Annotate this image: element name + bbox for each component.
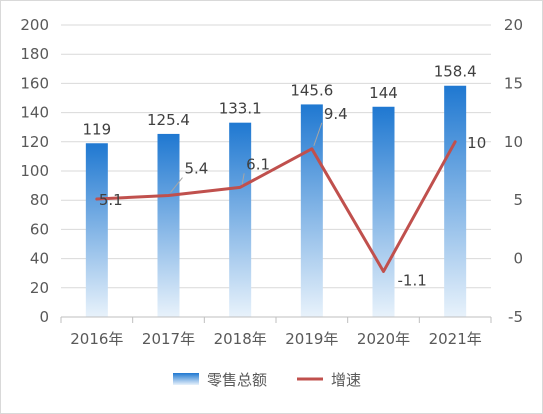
legend: 零售总额 增速 [173,371,361,389]
left-tick-label: 180 [20,45,49,63]
x-tick-label: 2018年 [214,330,267,348]
right-axis: -5 0 5 10 15 20 [504,16,523,326]
bar-value-label: 158.4 [434,63,477,81]
bar [300,104,323,317]
bar [444,85,467,318]
line-value-label: 10 [467,134,486,152]
bar-value-label: 144 [369,84,398,102]
left-tick-label: 80 [30,191,49,209]
x-tick-label: 2019年 [285,330,338,348]
left-tick-label: 60 [30,220,49,238]
label-leader-line [170,177,183,193]
label-leader-lines [170,122,323,193]
line-value-label: 6.1 [246,155,270,173]
gridlines [61,24,491,289]
left-tick-label: 0 [39,308,49,326]
left-axis: 0 20 40 60 80 100 120 140 160 180 200 [20,16,49,326]
legend-bar-label: 零售总额 [207,371,267,389]
left-tick-label: 100 [20,162,49,180]
bar [85,143,108,317]
x-tick-label: 2016年 [70,330,123,348]
legend-bar-swatch [173,373,199,385]
left-tick-label: 40 [30,250,49,268]
right-tick-label: -5 [508,308,523,326]
legend-line-label: 增速 [331,371,361,389]
x-tick-label: 2017年 [142,330,195,348]
left-tick-label: 200 [20,16,49,34]
left-tick-label: 160 [20,74,49,92]
line-value-label: -1.1 [398,271,427,289]
left-tick-label: 20 [30,279,49,297]
growth-line [95,140,457,273]
line-value-label: 9.4 [324,105,348,123]
line-value-label: 5.4 [185,160,209,178]
bar [157,133,180,317]
label-leader-line [241,173,245,185]
line-value-label: 5.1 [99,191,123,209]
x-tick-label: 2020年 [357,330,410,348]
bar [372,106,395,317]
data-labels: 119 125.4 133.1 145.6 144 158.4 5.1 5.4 6.1 9.4 -1… [83,63,487,290]
right-tick-label: 5 [513,191,523,209]
bar-value-label: 125.4 [147,111,190,129]
left-tick-label: 120 [20,133,49,151]
x-tick-label: 2021年 [429,330,482,348]
line-series [95,140,457,273]
bar-value-label: 133.1 [219,100,262,118]
bar-value-label: 119 [83,120,112,138]
right-tick-label: 10 [504,133,523,151]
right-tick-label: 20 [504,16,523,34]
bar-value-label: 145.6 [290,81,333,99]
right-tick-label: 0 [513,250,523,268]
x-axis: 2016年 2017年 2018年 2019年 2020年 2021年 [60,316,492,348]
right-tick-label: 15 [504,74,523,92]
label-leader-line [313,122,323,146]
left-tick-label: 140 [20,104,49,122]
bar [229,122,252,317]
